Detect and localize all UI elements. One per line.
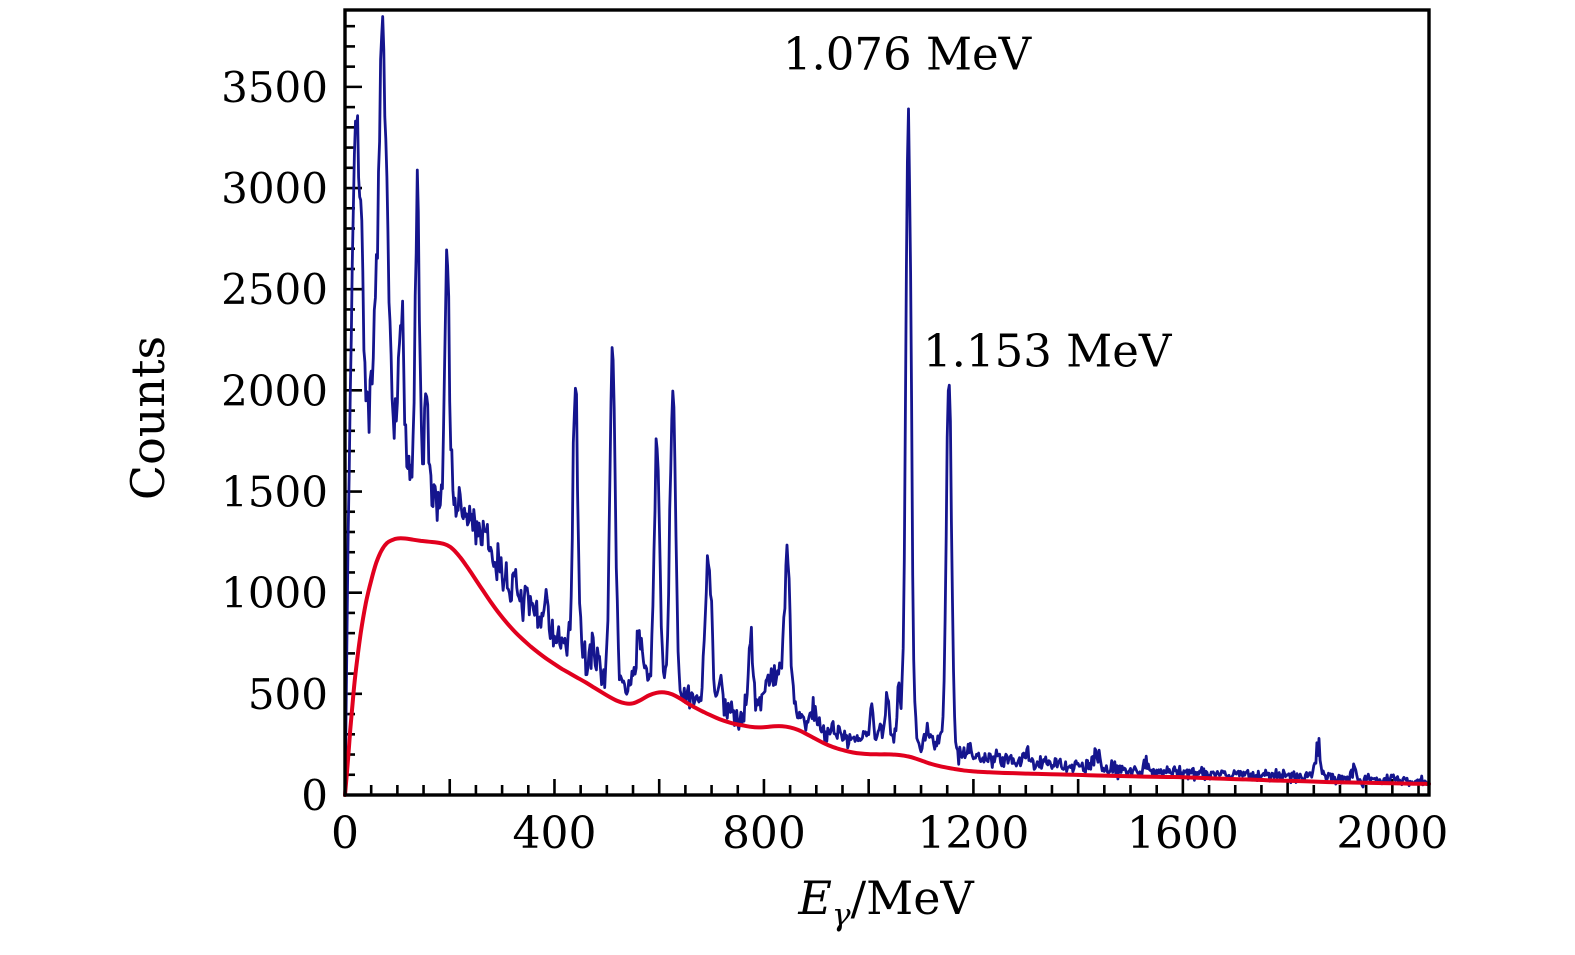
y-axis-title-text: Counts [121, 335, 175, 501]
x-tick-label-1200: 1200 [917, 808, 1029, 859]
peak-annotation-1153-text: 1.153 MeV [923, 324, 1172, 378]
y-axis-title: Counts [121, 336, 175, 500]
spectrum-line [343, 15, 1431, 796]
y-tick-label-3500: 3500 [221, 63, 328, 112]
x-tick-label-800: 800 [722, 808, 806, 859]
x-tick-label-1600: 1600 [1127, 808, 1239, 859]
peak-annotation-1153: 1.153 MeV [923, 325, 1171, 378]
y-tick-label-3000: 3000 [221, 164, 328, 213]
x-axis-title: Eγ/MeV [798, 871, 973, 933]
peak-annotation-1076: 1.076 MeV [783, 28, 1031, 81]
x-axis-subscript: γ [831, 896, 851, 933]
x-tick-label-0: 0 [331, 808, 359, 859]
y-tick-label-2500: 2500 [221, 265, 328, 314]
y-tick-label-500: 500 [248, 670, 328, 719]
x-axis-unit: /MeV [850, 871, 974, 926]
x-axis-symbol: E [798, 871, 832, 926]
y-tick-label-1000: 1000 [221, 569, 328, 618]
y-tick-label-2000: 2000 [221, 366, 328, 415]
background-fit-line [343, 536, 1431, 797]
y-tick-label-1500: 1500 [221, 468, 328, 517]
x-tick-label-400: 400 [512, 808, 596, 859]
peak-annotation-1076-text: 1.076 MeV [782, 27, 1032, 81]
x-tick-label-2000: 2000 [1336, 808, 1448, 859]
plot-frame [343, 8, 1431, 797]
y-tick-label-0: 0 [301, 771, 328, 820]
